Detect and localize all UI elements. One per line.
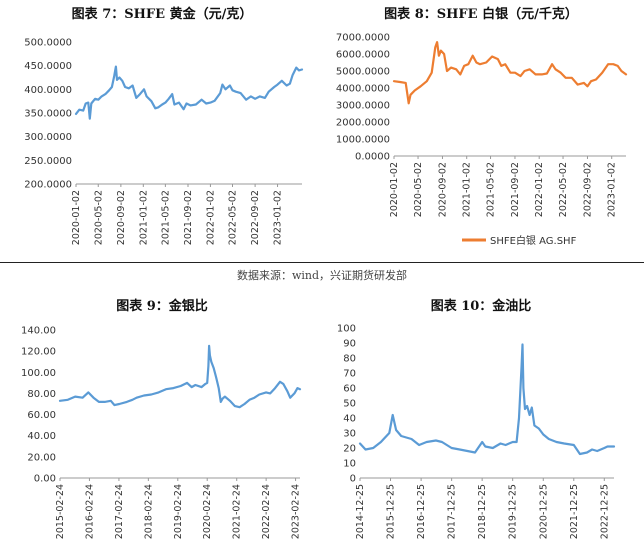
y-tick-label: 0.0000 <box>355 152 390 163</box>
y-tick-label: 0.00 <box>34 474 56 485</box>
y-tick-label: 60.00 <box>27 410 56 421</box>
x-tick-label: 2020-05-02 <box>93 190 104 245</box>
x-tick-label: 2021-09-02 <box>183 190 194 245</box>
y-tick-label: 0 <box>350 474 356 485</box>
x-tick-label: 2017-02-24 <box>114 484 125 539</box>
x-tick-label: 2021-05-02 <box>160 190 171 245</box>
y-tick-label: 350.0000 <box>24 109 72 120</box>
x-tick-label: 2017-12-25 <box>447 484 458 539</box>
y-tick-label: 120.00 <box>21 347 56 358</box>
series-line <box>74 65 304 120</box>
x-tick-label: 2016-12-25 <box>416 484 427 539</box>
x-tick-label: 2018-02-24 <box>143 484 154 539</box>
series-line <box>358 343 616 456</box>
y-tick-label: 100 <box>337 324 356 335</box>
x-tick-label: 2022-09-02 <box>582 162 593 217</box>
x-tick-label: 2021-12-25 <box>569 484 580 539</box>
x-tick-label: 2016-02-24 <box>84 484 95 539</box>
x-tick-label: 2019-12-25 <box>508 484 519 539</box>
y-tick-label: 100.00 <box>21 368 56 379</box>
chart-title-gold-silver-ratio: 图表 9：金银比 <box>116 299 208 314</box>
y-tick-label: 40 <box>343 414 356 425</box>
x-tick-label: 2015-12-25 <box>386 484 397 539</box>
panel-gold-price: 图表 7：SHFE 黄金（元/克） 200.0000 250.0000 300.00… <box>10 0 314 258</box>
x-tick-label: 2023-01-02 <box>607 162 618 217</box>
y-tick-label: 40.00 <box>27 431 56 442</box>
y-tick-label: 6000.0000 <box>336 50 390 61</box>
y-tick-label: 10 <box>343 459 356 470</box>
x-tick-label: 2015-02-24 <box>55 484 66 539</box>
x-tick-label: 2021-05-02 <box>486 162 497 217</box>
chart-title-gold-price: 图表 7：SHFE 黄金（元/克） <box>71 7 253 22</box>
x-tick-label: 2022-02-24 <box>261 484 272 539</box>
x-tick-label: 2022-05-02 <box>558 162 569 217</box>
y-tick-label: 200.0000 <box>24 180 72 191</box>
y-tick-label: 400.0000 <box>24 85 72 96</box>
y-tick-label: 450.0000 <box>24 61 72 72</box>
x-tick-label: 2020-09-02 <box>116 190 127 245</box>
y-tick-label: 80.00 <box>27 389 56 400</box>
x-tick-label: 2014-12-25 <box>355 484 366 539</box>
x-tick-label: 2020-09-02 <box>437 162 448 217</box>
y-tick-label: 20 <box>343 444 356 455</box>
x-tick-label: 2021-01-02 <box>462 162 473 217</box>
series-line <box>58 344 302 409</box>
chart-gold-price: 200.0000 250.0000 300.0000 350.0000 400.0000… <box>24 38 304 245</box>
x-tick-label: 2022-01-02 <box>205 190 216 245</box>
legend-label: SHFE白银 AG.SHF <box>490 234 577 247</box>
chart-title-silver-price: 图表 8：SHFE 白银（元/千克） <box>384 7 578 22</box>
x-tick-label: 2020-12-25 <box>538 484 549 539</box>
panel-silver-price: 图表 8：SHFE 白银（元/千克） 0.0000 1000.0000 2000.0… <box>322 0 640 258</box>
y-tick-label: 500.0000 <box>24 38 72 49</box>
x-tick-label: 2020-01-02 <box>389 162 400 217</box>
y-tick-label: 5000.0000 <box>336 67 390 78</box>
panel-gold-oil-ratio: 图表 10：金油比 0 10 20 30 40 50 60 70 80 90 100 2014-12-… <box>322 290 640 552</box>
y-tick-label: 7000.0000 <box>336 33 390 44</box>
y-tick-label: 70 <box>343 369 356 380</box>
y-tick-label: 3000.0000 <box>336 101 390 112</box>
separator-line <box>0 262 644 263</box>
y-tick-label: 2000.0000 <box>336 118 390 129</box>
x-tick-label: 2020-01-02 <box>71 190 82 245</box>
panel-gold-silver-ratio: 图表 9：金银比 0.00 20.00 40.00 60.00 80.00 100.00 1… <box>10 290 314 552</box>
x-tick-label: 2022-12-25 <box>599 484 610 539</box>
y-tick-label: 20.00 <box>27 452 56 463</box>
x-tick-label: 2020-02-24 <box>202 484 213 539</box>
y-tick-label: 30 <box>343 429 356 440</box>
y-tick-label: 80 <box>343 354 356 365</box>
y-tick-label: 4000.0000 <box>336 84 390 95</box>
x-tick-label: 2022-05-02 <box>227 190 238 245</box>
x-tick-label: 2021-01-02 <box>138 190 149 245</box>
chart-silver-price: 0.0000 1000.0000 2000.0000 3000.0000 4000.00… <box>336 33 628 247</box>
chart-gold-silver-ratio: 0.00 20.00 40.00 60.00 80.00 100.00 120.00 140.… <box>21 326 302 540</box>
series-line <box>392 41 628 105</box>
y-tick-label: 1000.0000 <box>336 135 390 146</box>
chart-gold-oil-ratio: 0 10 20 30 40 50 60 70 80 90 100 2014-12-25 2015-12-… <box>337 324 616 539</box>
x-tick-label: 2022-09-02 <box>250 190 261 245</box>
x-tick-label: 2021-02-24 <box>232 484 243 539</box>
x-tick-label: 2021-09-02 <box>510 162 521 217</box>
x-tick-label: 2023-01-02 <box>273 190 284 245</box>
y-tick-label: 60 <box>343 384 356 395</box>
source-note: 数据来源：wind，兴证期货研发部 <box>236 269 408 282</box>
y-tick-label: 300.0000 <box>24 132 72 143</box>
y-tick-label: 50 <box>343 399 356 410</box>
chart-title-gold-oil-ratio: 图表 10：金油比 <box>430 299 532 314</box>
y-tick-label: 140.00 <box>21 326 56 337</box>
x-tick-label: 2022-01-02 <box>534 162 545 217</box>
x-tick-label: 2019-02-24 <box>173 484 184 539</box>
x-tick-label: 2018-12-25 <box>477 484 488 539</box>
y-tick-label: 250.0000 <box>24 156 72 167</box>
x-tick-label: 2023-02-24 <box>291 484 302 539</box>
x-tick-label: 2020-05-02 <box>413 162 424 217</box>
y-tick-label: 90 <box>343 339 356 350</box>
